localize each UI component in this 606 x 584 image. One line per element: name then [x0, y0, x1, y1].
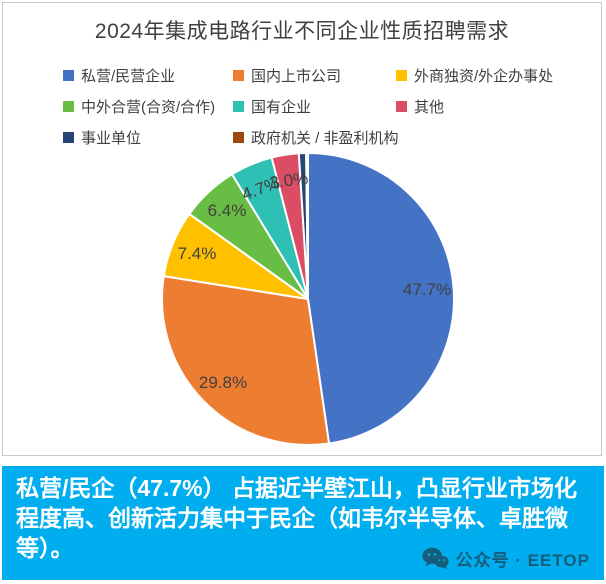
legend-swatch [233, 70, 244, 81]
caption-text: 私营/民企（47.7%） 占据近半壁江山，凸显行业市场化程度高、创新活力集中于民… [16, 475, 577, 561]
legend-swatch [63, 70, 74, 81]
pie-slice-1 [161, 275, 331, 446]
legend-label: 私营/民营企业 [81, 68, 176, 85]
legend-swatch [63, 132, 74, 143]
legend-swatch [233, 101, 244, 112]
legend-item-4: 国有企业 [233, 96, 396, 117]
caption-band: 私营/民企（47.7%） 占据近半壁江山，凸显行业市场化程度高、创新活力集中于民… [2, 466, 604, 580]
watermark-text: 公众号 · EETOP [455, 551, 590, 570]
legend-label: 国有企业 [251, 99, 312, 116]
legend-label: 事业单位 [81, 130, 142, 147]
legend-item-6: 事业单位 [63, 127, 233, 148]
legend-item-3: 中外合营(合资/合作) [63, 96, 233, 117]
legend-item-1: 国内上市公司 [233, 65, 396, 86]
pie-chart [161, 151, 456, 446]
legend-label: 其他 [414, 99, 445, 116]
legend-item-5: 其他 [396, 96, 553, 117]
legend-label: 国内上市公司 [251, 68, 342, 85]
legend-swatch [396, 70, 407, 81]
legend: 私营/民营企业 国内上市公司 外商独资/外企办事处中外合营(合资/合作) 国有企业 其他… [63, 65, 553, 148]
chart-panel: 2024年集成电路行业不同企业性质招聘需求 私营/民营企业 国内上市公司 外商独资/… [2, 2, 602, 456]
legend-item-0: 私营/民营企业 [63, 65, 233, 86]
legend-label: 中外合营(合资/合作) [81, 99, 216, 116]
legend-label: 政府机关 / 非盈利机构 [251, 130, 399, 147]
wechat-icon [422, 547, 449, 570]
legend-item-2: 外商独资/外企办事处 [396, 65, 553, 86]
legend-swatch [396, 101, 407, 112]
pie-slice-7 [305, 151, 309, 300]
legend-item-7: 政府机关 / 非盈利机构 [233, 127, 399, 148]
legend-swatch [63, 101, 74, 112]
watermark: 公众号 · EETOP [422, 546, 590, 571]
legend-swatch [233, 132, 244, 143]
pie-slice-0 [307, 152, 456, 445]
legend-label: 外商独资/外企办事处 [414, 68, 554, 85]
chart-title: 2024年集成电路行业不同企业性质招聘需求 [94, 20, 510, 43]
